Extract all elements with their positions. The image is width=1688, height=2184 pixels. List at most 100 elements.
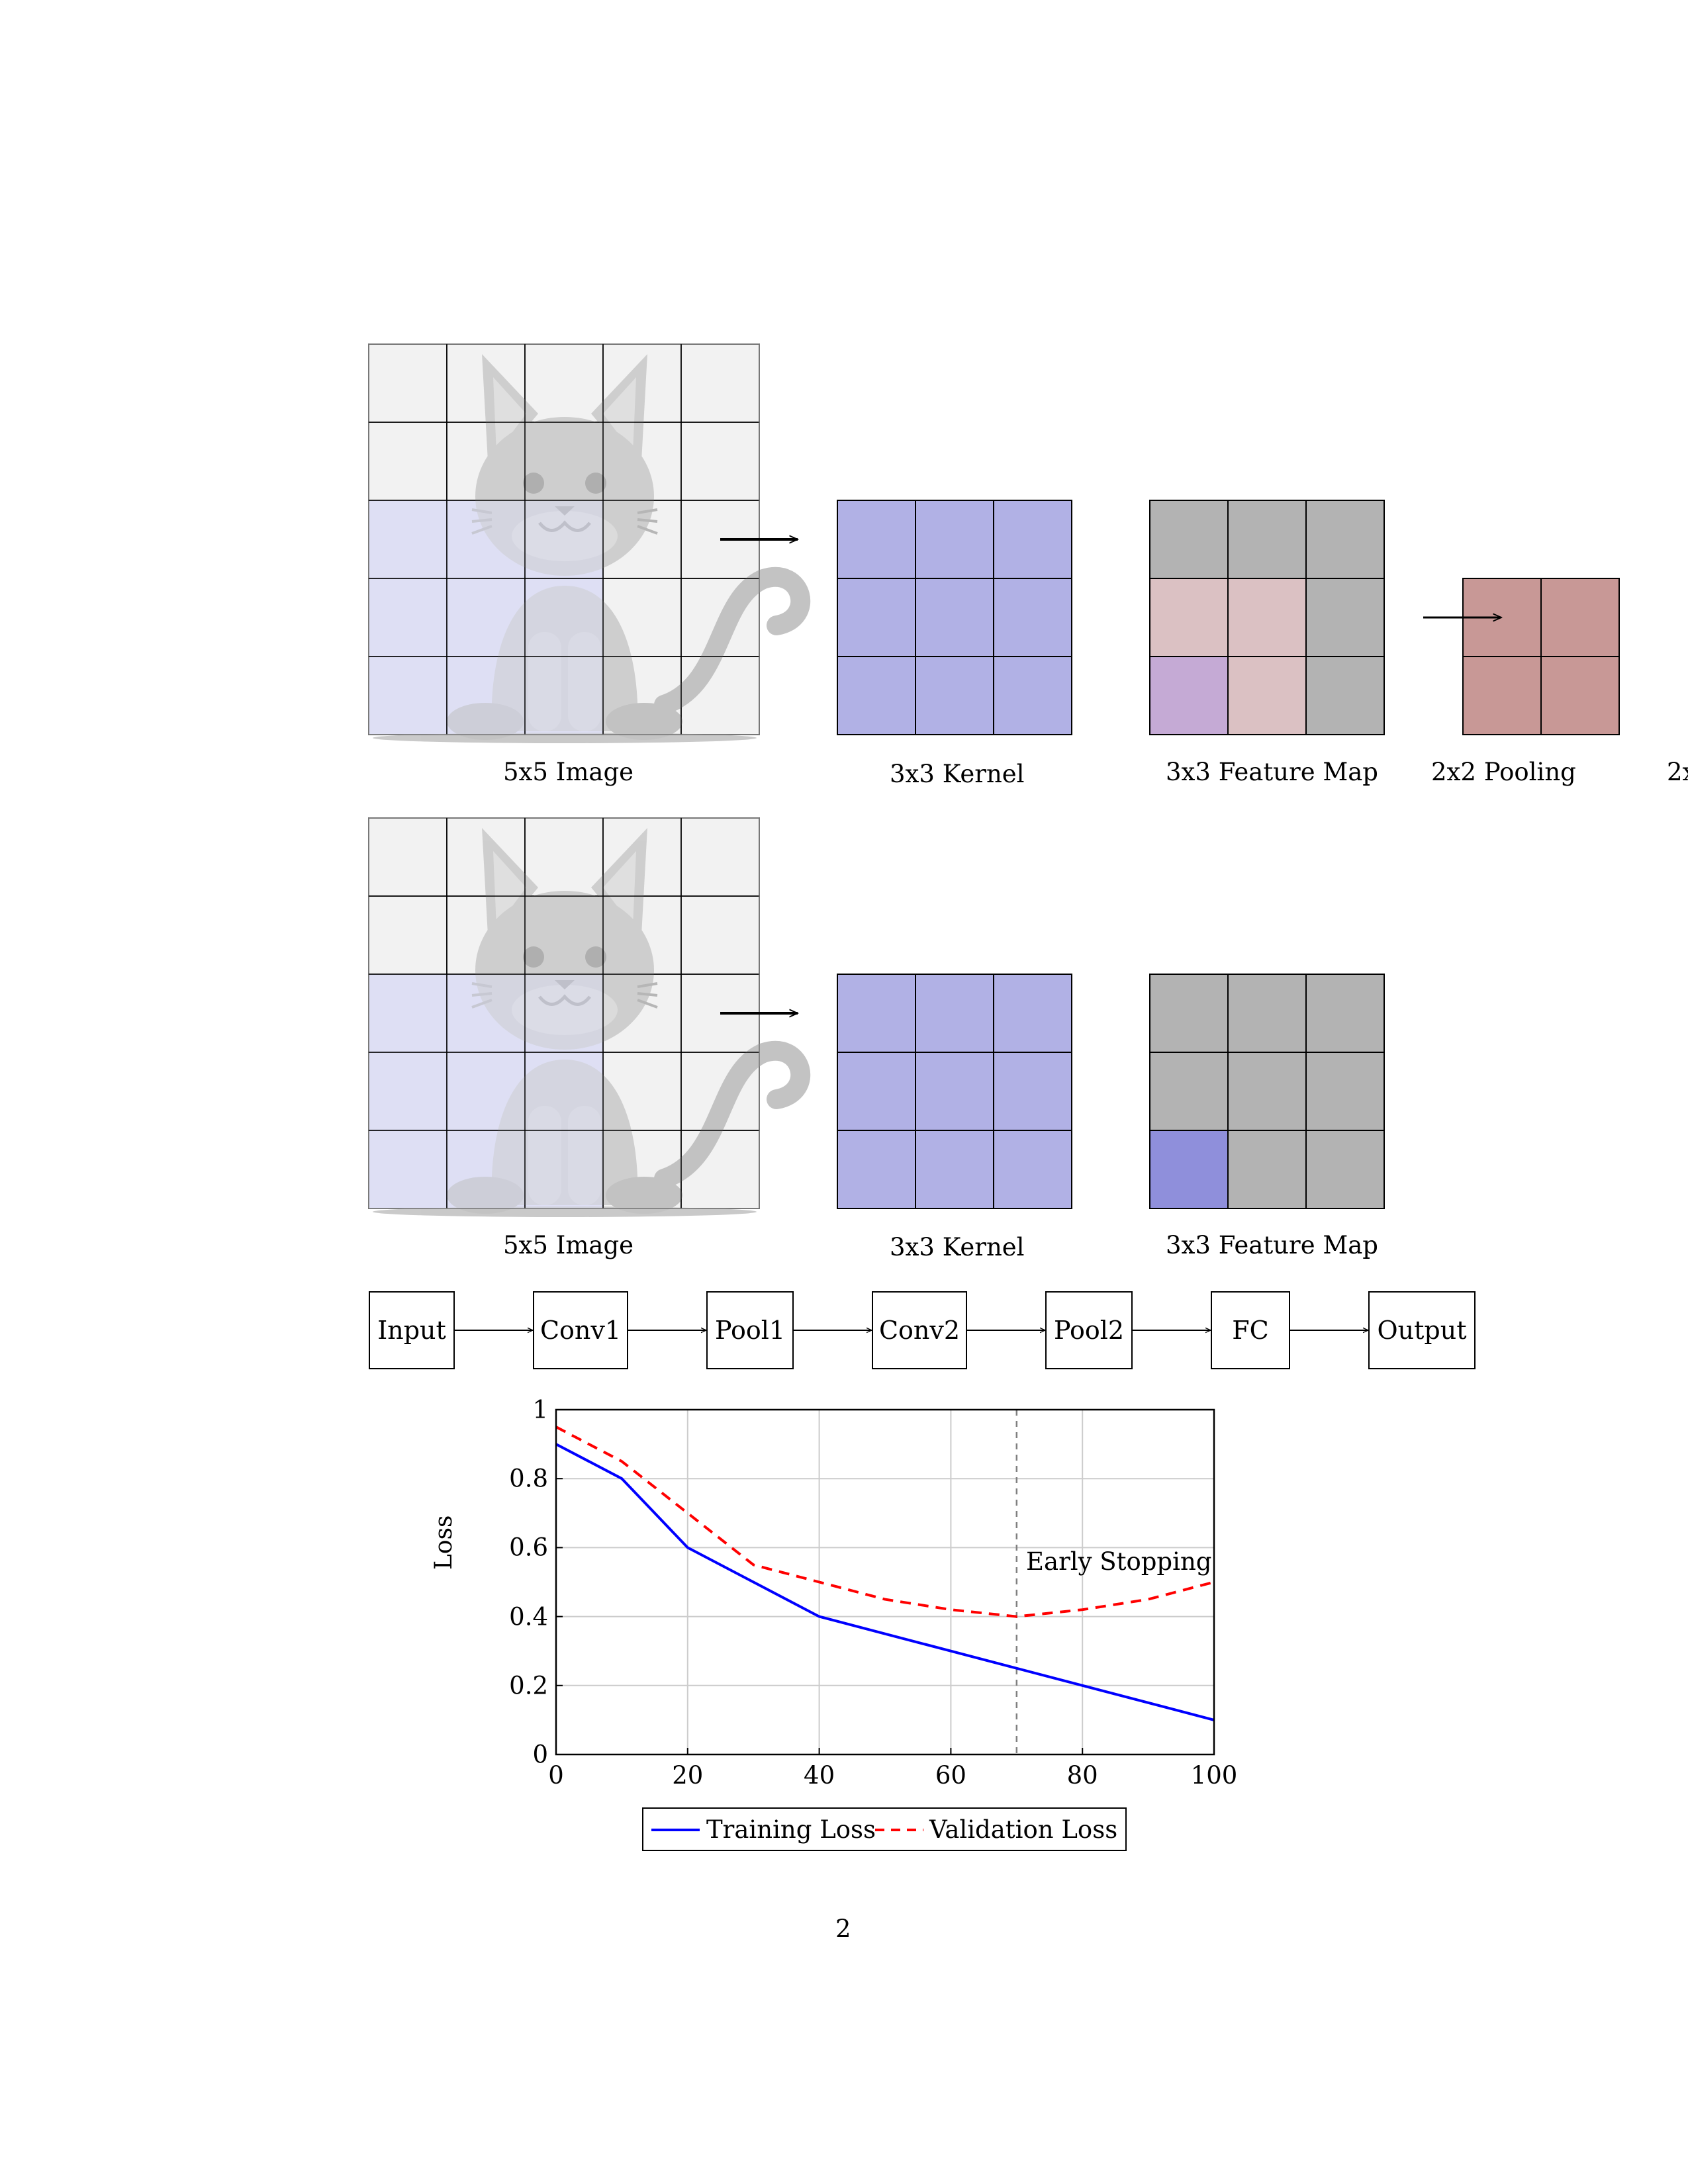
section-a-feature-map-grid-cell	[1305, 578, 1385, 657]
legend-validation-swatch	[875, 1829, 923, 1831]
clipped-label-a: 2x	[1667, 758, 1688, 786]
section-a-image-grid-overlay	[368, 343, 760, 735]
section-a-cat-mouth	[538, 520, 591, 532]
section-b-cat-whisker	[471, 992, 492, 997]
section-a-cat-paw-right	[606, 703, 682, 740]
section-a-cat-icon	[373, 354, 811, 743]
section-a-cat-paw-left	[447, 703, 524, 740]
section-a-pooling-grid-cell	[1540, 656, 1620, 735]
section-a-cat-whisker	[637, 525, 658, 535]
section-a-cat-inner-ear-right	[603, 377, 636, 453]
section-b-cat-eye-right	[585, 946, 606, 968]
section-a-image-grid-cell	[524, 343, 604, 423]
chart-xtick-label: 0	[548, 1761, 564, 1790]
pipeline-pool2-box: Pool2	[1045, 1291, 1133, 1369]
section-b-cat-body	[491, 1060, 638, 1205]
chart-ytick-label: 0.8	[509, 1464, 548, 1493]
chart-xtick-label: 80	[1066, 1761, 1098, 1790]
section-a-pooling-grid-cell	[1462, 656, 1542, 735]
section-a-pooling-grid-cell	[1540, 578, 1620, 657]
chart-annotation-early-stopping: Early Stopping	[1026, 1547, 1212, 1576]
section-a-cat-whisker	[637, 518, 658, 523]
pipeline-input-box: Input	[369, 1291, 455, 1369]
chart-plot-frame	[555, 1408, 1215, 1756]
section-a-feature-map-grid-cell	[1149, 578, 1229, 657]
section-b-cat-mouth	[538, 994, 591, 1006]
pipeline-pool1-box: Pool1	[706, 1291, 794, 1369]
section-b-cat-eye-left	[523, 946, 544, 968]
section-a-kernel-grid-cell	[837, 656, 916, 735]
section-a-kernel-grid-cell	[915, 500, 994, 579]
section-b-image-grid-cell	[680, 895, 760, 975]
section-a-feature-map-grid-cell	[1149, 500, 1229, 579]
chart-legend: Training Loss Validation Loss	[642, 1807, 1127, 1851]
section-a-feature-map-grid-cell	[1227, 500, 1307, 579]
section-b-kernel-grid-cell	[837, 974, 916, 1053]
section-b-kernel-grid-cell	[993, 974, 1072, 1053]
section-a-kernel-grid-cell	[993, 500, 1072, 579]
image-label-a: 5x5 Image	[503, 758, 634, 786]
section-a-feature-map-grid-cell	[1305, 500, 1385, 579]
section-b-cat-paw-left	[447, 1177, 524, 1214]
section-b-kernel-grid-cell	[915, 1130, 994, 1209]
section-b-feature-map-grid-cell	[1149, 1052, 1229, 1131]
section-a-cat-nose	[555, 506, 575, 516]
pipeline-conv1-box: Conv1	[533, 1291, 628, 1369]
section-b-feature-map-grid	[1149, 974, 1385, 1209]
legend-training-swatch	[651, 1829, 700, 1831]
section-a-feature-map-grid-cell	[1149, 656, 1229, 735]
section-a-kernel-grid-cell	[993, 578, 1072, 657]
section-a-image-grid-cell	[368, 656, 447, 735]
legend-training-label: Training Loss	[706, 1815, 876, 1844]
legend-validation-label: Validation Loss	[929, 1815, 1118, 1844]
section-a-image-grid-cell	[680, 343, 760, 423]
feature-map-label-a: 3x3 Feature Map	[1166, 758, 1378, 786]
chart-ytick-label: 0	[532, 1740, 548, 1769]
section-b-cat-whisker	[471, 982, 492, 988]
section-a-cat-whisker	[471, 508, 492, 514]
section-a-feature-map-grid-cell	[1305, 656, 1385, 735]
section-a-kernel-grid-cell	[993, 656, 1072, 735]
section-b-cat-whisker	[637, 982, 658, 988]
section-b-feature-map-grid-cell	[1227, 1052, 1307, 1131]
section-a-image-grid-cell	[368, 343, 447, 423]
section-b-kernel-grid	[837, 974, 1072, 1209]
chart-ytick-label: 0.2	[509, 1671, 548, 1700]
section-b-kernel-grid-cell	[837, 1130, 916, 1209]
section-b-image-highlight	[369, 974, 603, 1208]
chart-xtick-label: 60	[935, 1761, 966, 1790]
section-b-image-grid-cell	[368, 817, 447, 897]
section-b-image-grid-cell	[368, 895, 447, 975]
pooling-label-a: 2x2 Pooling	[1431, 758, 1576, 786]
section-b-kernel-grid-cell	[993, 1130, 1072, 1209]
section-b-kernel-grid-cell	[993, 1052, 1072, 1131]
section-b-feature-map-grid-cell	[1149, 974, 1229, 1053]
section-a-cat-whisker	[637, 508, 658, 514]
section-a-cat-body	[491, 586, 638, 731]
pipeline-conv2-box: Conv2	[872, 1291, 967, 1369]
section-a-kernel-grid-cell	[915, 578, 994, 657]
pipeline-output-box: Output	[1368, 1291, 1476, 1369]
section-b-cat-inner-ear-right	[603, 851, 636, 927]
section-b-image-grid-cell	[680, 817, 760, 897]
chart-xtick-label: 40	[804, 1761, 835, 1790]
section-b-kernel-grid-cell	[915, 974, 994, 1053]
section-a-image-grid-cell	[368, 422, 447, 501]
section-a-cat-whisker	[471, 518, 492, 523]
section-a-feature-map-grid-cell	[1227, 656, 1307, 735]
section-b-image-grid-cell	[524, 817, 604, 897]
section-b-feature-map-grid-cell	[1305, 1130, 1385, 1209]
validation-loss-line	[555, 1426, 1215, 1618]
section-b-cat-nose	[555, 980, 575, 989]
section-b-cat-whisker	[471, 999, 492, 1009]
section-a-kernel-grid-cell	[837, 500, 916, 579]
section-a-image-highlight	[369, 500, 603, 735]
section-b-feature-map-grid-cell	[1227, 1130, 1307, 1209]
section-b-feature-map-grid-cell	[1305, 974, 1385, 1053]
section-b-kernel-grid-cell	[915, 1052, 994, 1131]
chart-ytick-label: 0.4	[509, 1602, 548, 1631]
kernel-label-b: 3x3 Kernel	[890, 1233, 1025, 1261]
kernel-label-a: 3x3 Kernel	[890, 760, 1025, 788]
